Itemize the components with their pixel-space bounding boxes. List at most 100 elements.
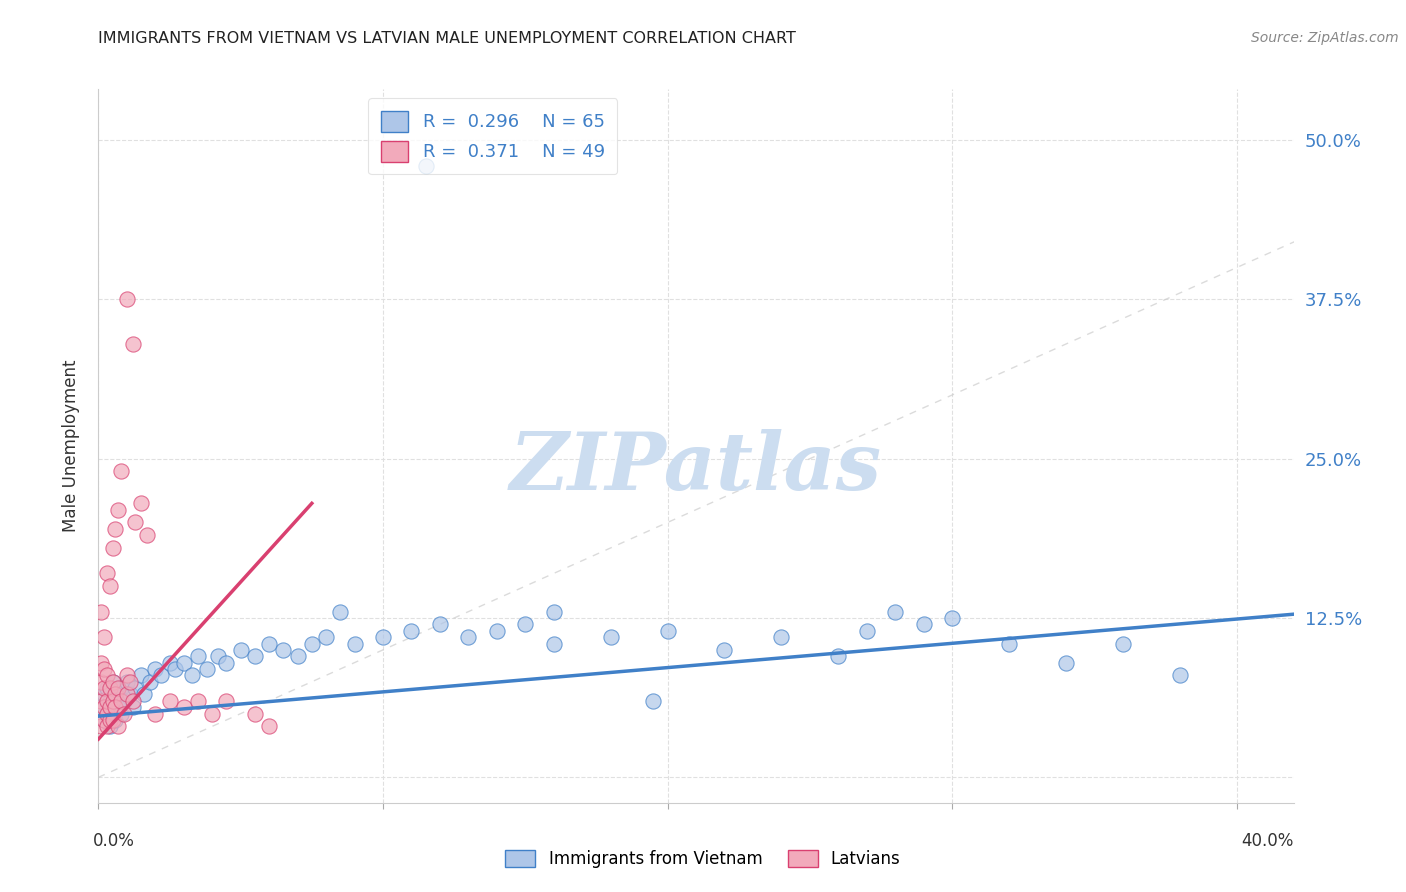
Point: [827, 649, 849, 664]
Point: [115, 668, 138, 682]
Point: [998, 636, 1021, 650]
Text: ZIPatlas: ZIPatlas: [510, 429, 882, 506]
Text: Source: ZipAtlas.com: Source: ZipAtlas.com: [1251, 31, 1399, 45]
Point: [713, 643, 735, 657]
Legend: R =  0.296    N = 65, R =  0.371    N = 49: R = 0.296 N = 65, R = 0.371 N = 49: [368, 98, 617, 174]
Point: [273, 643, 295, 657]
Point: [457, 630, 479, 644]
Point: [855, 624, 877, 638]
Point: [343, 636, 366, 650]
Point: [107, 688, 129, 702]
Point: [315, 630, 337, 644]
Point: [329, 605, 352, 619]
Point: [90, 674, 112, 689]
Point: [173, 700, 195, 714]
Point: [599, 630, 621, 644]
Point: [93, 630, 115, 644]
Point: [371, 630, 394, 644]
Point: [129, 496, 152, 510]
Point: [93, 713, 115, 727]
Point: [159, 694, 181, 708]
Point: [93, 688, 115, 702]
Point: [135, 528, 157, 542]
Point: [93, 662, 115, 676]
Point: [107, 681, 129, 695]
Point: [110, 681, 132, 695]
Point: [124, 681, 146, 695]
Point: [287, 649, 309, 664]
Point: [215, 694, 238, 708]
Point: [110, 465, 132, 479]
Point: [107, 719, 129, 733]
Point: [101, 674, 124, 689]
Point: [110, 706, 132, 721]
Point: [96, 719, 118, 733]
Legend: Immigrants from Vietnam, Latvians: Immigrants from Vietnam, Latvians: [499, 843, 907, 875]
Point: [115, 688, 138, 702]
Point: [657, 624, 679, 638]
Point: [941, 611, 963, 625]
Point: [98, 719, 121, 733]
Point: [104, 700, 127, 714]
Point: [96, 694, 118, 708]
Point: [118, 688, 141, 702]
Point: [121, 694, 143, 708]
Text: 0.0%: 0.0%: [93, 831, 135, 849]
Point: [96, 681, 118, 695]
Point: [143, 706, 166, 721]
Point: [90, 694, 112, 708]
Point: [104, 688, 127, 702]
Point: [93, 700, 115, 714]
Text: IMMIGRANTS FROM VIETNAM VS LATVIAN MALE UNEMPLOYMENT CORRELATION CHART: IMMIGRANTS FROM VIETNAM VS LATVIAN MALE …: [98, 31, 796, 46]
Point: [101, 541, 124, 555]
Point: [107, 700, 129, 714]
Point: [138, 674, 160, 689]
Point: [90, 700, 112, 714]
Point: [96, 668, 118, 682]
Point: [165, 662, 187, 676]
Point: [90, 719, 112, 733]
Point: [243, 706, 266, 721]
Point: [429, 617, 451, 632]
Point: [115, 674, 138, 689]
Point: [173, 656, 195, 670]
Point: [195, 662, 218, 676]
Point: [201, 706, 224, 721]
Point: [112, 694, 135, 708]
Point: [243, 649, 266, 664]
Point: [96, 706, 118, 721]
Point: [515, 617, 537, 632]
Point: [121, 337, 143, 351]
Point: [401, 624, 423, 638]
Point: [107, 502, 129, 516]
Point: [132, 688, 155, 702]
Point: [93, 681, 115, 695]
Y-axis label: Male Unemployment: Male Unemployment: [62, 359, 80, 533]
Point: [1112, 636, 1135, 650]
Point: [104, 713, 127, 727]
Point: [187, 694, 209, 708]
Point: [104, 522, 127, 536]
Point: [101, 700, 124, 714]
Point: [98, 713, 121, 727]
Point: [257, 636, 280, 650]
Point: [115, 293, 138, 307]
Point: [101, 694, 124, 708]
Point: [90, 605, 112, 619]
Point: [143, 662, 166, 676]
Point: [257, 719, 280, 733]
Text: 40.0%: 40.0%: [1241, 831, 1294, 849]
Point: [229, 643, 252, 657]
Point: [207, 649, 229, 664]
Point: [912, 617, 935, 632]
Point: [101, 713, 124, 727]
Point: [187, 649, 209, 664]
Point: [485, 624, 508, 638]
Point: [643, 694, 665, 708]
Point: [770, 630, 793, 644]
Point: [118, 674, 141, 689]
Point: [110, 694, 132, 708]
Point: [90, 656, 112, 670]
Point: [98, 681, 121, 695]
Point: [215, 656, 238, 670]
